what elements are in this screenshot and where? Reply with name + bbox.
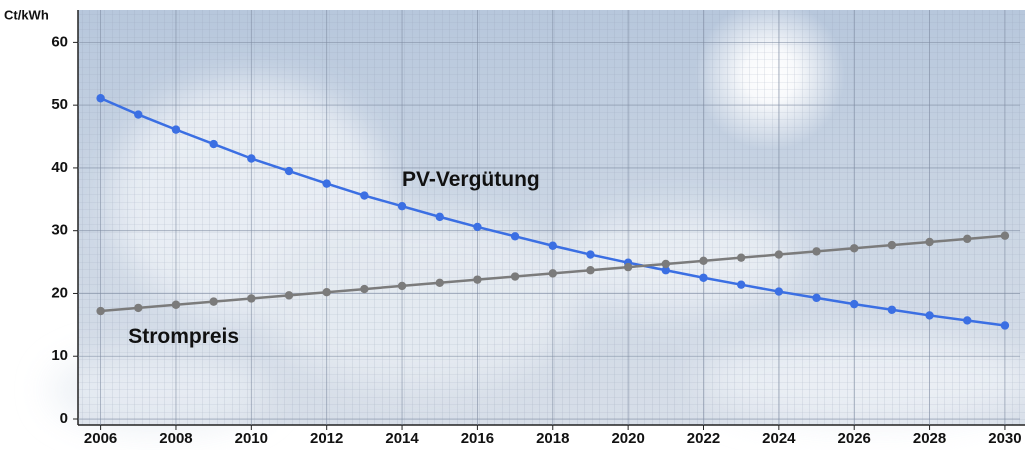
point xyxy=(247,294,255,302)
point xyxy=(925,238,933,246)
point xyxy=(925,311,933,319)
point xyxy=(209,297,217,305)
x-tick-label: 2010 xyxy=(235,430,268,447)
x-tick-label: 2018 xyxy=(536,430,569,447)
point xyxy=(360,191,368,199)
y-tick-label: 20 xyxy=(51,284,68,301)
point xyxy=(963,316,971,324)
point xyxy=(699,274,707,282)
point xyxy=(586,250,594,258)
x-tick-label: 2026 xyxy=(838,430,871,447)
point xyxy=(322,288,330,296)
x-tick-label: 2006 xyxy=(84,430,117,447)
y-tick-label: 30 xyxy=(51,222,68,239)
point xyxy=(1001,321,1009,329)
point xyxy=(134,110,142,118)
point xyxy=(737,253,745,261)
point xyxy=(888,241,896,249)
point xyxy=(247,154,255,162)
point xyxy=(96,94,104,102)
y-tick-label: 40 xyxy=(51,159,68,176)
point xyxy=(436,213,444,221)
point xyxy=(473,223,481,231)
point xyxy=(850,300,858,308)
point xyxy=(888,306,896,314)
series-name: Strompreis xyxy=(128,325,239,348)
series-name: PV-Vergütung xyxy=(402,168,540,191)
point xyxy=(96,307,104,315)
y-tick-label: 50 xyxy=(51,96,68,113)
point xyxy=(549,269,557,277)
point xyxy=(398,282,406,290)
point xyxy=(1001,232,1009,240)
point xyxy=(360,285,368,293)
point xyxy=(850,244,858,252)
point xyxy=(209,140,217,148)
x-tick-label: 2012 xyxy=(310,430,343,447)
point xyxy=(549,242,557,250)
point xyxy=(285,167,293,175)
x-tick-label: 2022 xyxy=(687,430,720,447)
x-tick-label: 2020 xyxy=(611,430,644,447)
point xyxy=(586,266,594,274)
x-tick-label: 2028 xyxy=(913,430,946,447)
point xyxy=(436,279,444,287)
y-tick-label: 10 xyxy=(51,347,68,364)
point xyxy=(473,275,481,283)
x-tick-label: 2024 xyxy=(762,430,796,447)
point xyxy=(775,250,783,258)
x-tick-label: 2008 xyxy=(159,430,192,447)
point xyxy=(812,247,820,255)
point xyxy=(285,291,293,299)
point xyxy=(511,232,519,240)
point xyxy=(511,272,519,280)
y-tick-label: 60 xyxy=(51,33,68,50)
point xyxy=(662,260,670,268)
point xyxy=(737,280,745,288)
point xyxy=(699,257,707,265)
x-tick-label: 2014 xyxy=(385,430,419,447)
point xyxy=(775,287,783,295)
point xyxy=(812,294,820,302)
point xyxy=(172,125,180,133)
fine-grid xyxy=(78,10,1025,425)
page: Ct/kWh 010203040506020062008201020122014… xyxy=(0,0,1025,450)
point xyxy=(322,179,330,187)
point xyxy=(172,301,180,309)
point xyxy=(398,202,406,210)
point xyxy=(963,235,971,243)
chart: Ct/kWh 010203040506020062008201020122014… xyxy=(0,0,1025,450)
x-tick-label: 2016 xyxy=(461,430,494,447)
x-tick-label: 2030 xyxy=(988,430,1021,447)
y-tick-label: 0 xyxy=(60,410,68,427)
y-axis-label: Ct/kWh xyxy=(4,7,49,22)
point xyxy=(134,304,142,312)
point xyxy=(624,263,632,271)
